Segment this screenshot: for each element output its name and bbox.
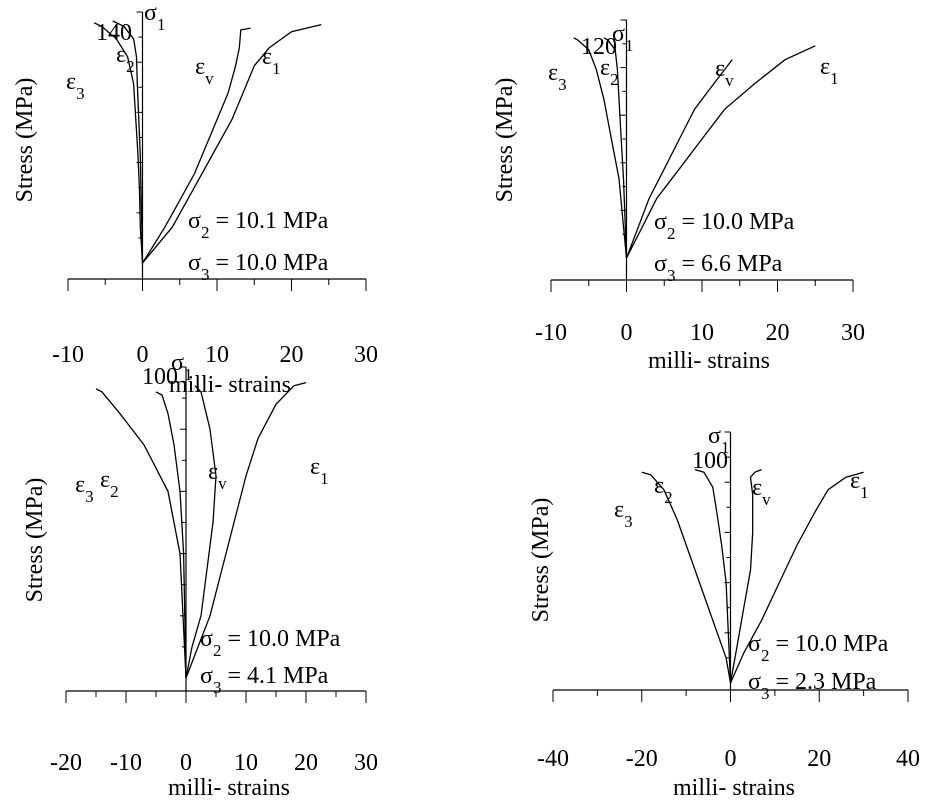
series-label-eps-2: ε2	[600, 55, 619, 89]
y-max-label: 100	[692, 448, 728, 474]
x-tick-label: 0	[725, 746, 737, 772]
series-label-eps-3: ε3	[66, 69, 85, 103]
x-axis-title: milli- strains	[673, 775, 795, 801]
series-label-eps-3: ε3	[614, 497, 633, 531]
series-label-eps-2: ε2	[116, 42, 135, 76]
stress-param-sigma3: σ3 = 2.3 MPa	[748, 669, 877, 703]
series-curve-eps-2	[694, 468, 732, 684]
x-axis-title: milli- strains	[648, 348, 770, 374]
series-curve-eps-1	[729, 471, 864, 684]
series-curve-eps-2	[155, 391, 187, 679]
x-tick-label: 20	[807, 746, 831, 772]
series-label-eps-1: ε1	[850, 468, 869, 502]
x-tick-label: 10	[205, 342, 229, 368]
x-tick-label: 30	[841, 320, 865, 346]
x-tick-label: 20	[294, 750, 318, 776]
x-tick-label: 30	[354, 342, 378, 368]
series-label-eps-1: ε1	[820, 54, 839, 88]
stress-param-sigma2: σ2 = 10.0 MPa	[654, 209, 795, 243]
stress-param-sigma2: σ2 = 10.0 MPa	[200, 626, 341, 660]
series-curve-eps-v	[185, 385, 217, 679]
x-tick-label: 10	[234, 750, 258, 776]
series-curve-eps-v	[625, 59, 733, 259]
series-label-eps-1: ε1	[262, 44, 281, 78]
series-label-eps-v: εv	[715, 56, 734, 90]
stress-param-sigma3: σ3 = 4.1 MPa	[200, 663, 329, 697]
series-curve-eps-3	[641, 471, 732, 684]
y-axis-title: Stress (MPa)	[22, 478, 48, 603]
y-max-label: 120	[581, 34, 617, 60]
stress-param-sigma2: σ2 = 10.0 MPa	[748, 631, 889, 665]
sigma1-axis-label: σ1	[708, 423, 729, 457]
series-label-eps-1: ε1	[310, 454, 329, 488]
y-axis-title: Stress (MPa)	[12, 78, 38, 203]
series-curve-eps-v	[729, 468, 762, 684]
x-tick-label: 20	[280, 342, 304, 368]
sigma1-axis-label: σ1	[171, 350, 192, 384]
series-label-eps-2: ε2	[100, 467, 119, 501]
series-label-eps-2: ε2	[654, 473, 673, 507]
series-curve-eps-3	[573, 37, 628, 259]
y-axis-title: Stress (MPa)	[492, 78, 518, 203]
x-tick-label: 10	[690, 320, 714, 346]
series-curve-eps-1	[142, 23, 322, 264]
series-label-eps-3: ε3	[548, 60, 567, 94]
x-tick-label: 0	[180, 750, 192, 776]
stress-param-sigma3: σ3 = 6.6 MPa	[654, 251, 783, 285]
x-tick-label: -10	[52, 342, 84, 368]
x-tick-label: -20	[50, 750, 82, 776]
sigma1-axis-label: σ1	[144, 0, 165, 34]
series-curve-eps-2	[112, 20, 144, 264]
stress-param-sigma2: σ2 = 10.1 MPa	[188, 208, 329, 242]
y-max-label: 140	[96, 20, 132, 46]
x-tick-label: 0	[137, 342, 149, 368]
x-tick-label: 40	[896, 746, 920, 772]
series-curve-eps-v	[141, 27, 251, 264]
series-curve-eps-3	[93, 22, 144, 264]
stress-param-sigma3: σ3 = 10.0 MPa	[188, 250, 329, 284]
y-max-label: 100	[142, 364, 178, 390]
series-label-eps-v: εv	[752, 475, 771, 509]
series-curve-eps-3	[95, 388, 187, 679]
x-axis-title: milli- strains	[168, 775, 290, 801]
x-tick-label: -10	[110, 750, 142, 776]
series-curve-eps-1	[185, 381, 307, 679]
series-label-eps-v: εv	[208, 459, 227, 493]
y-axis-title: Stress (MPa)	[528, 498, 554, 623]
x-tick-label: -10	[535, 320, 567, 346]
x-tick-label: -40	[537, 746, 569, 772]
x-axis-title: milli- strains	[169, 372, 291, 398]
series-label-eps-v: εv	[195, 54, 214, 88]
x-tick-label: -20	[626, 746, 658, 772]
series-label-eps-3: ε3	[75, 472, 94, 506]
sigma1-axis-label: σ1	[612, 21, 633, 55]
series-curve-eps-2	[603, 37, 628, 259]
x-tick-label: 0	[621, 320, 633, 346]
x-tick-label: 20	[766, 320, 790, 346]
chart-panel-1: -10 0 10 20 30 milli- strains 140 σ1 Stress (MPa…	[12, 0, 378, 398]
x-tick-label: 30	[354, 750, 378, 776]
series-curve-eps-1	[625, 45, 816, 259]
